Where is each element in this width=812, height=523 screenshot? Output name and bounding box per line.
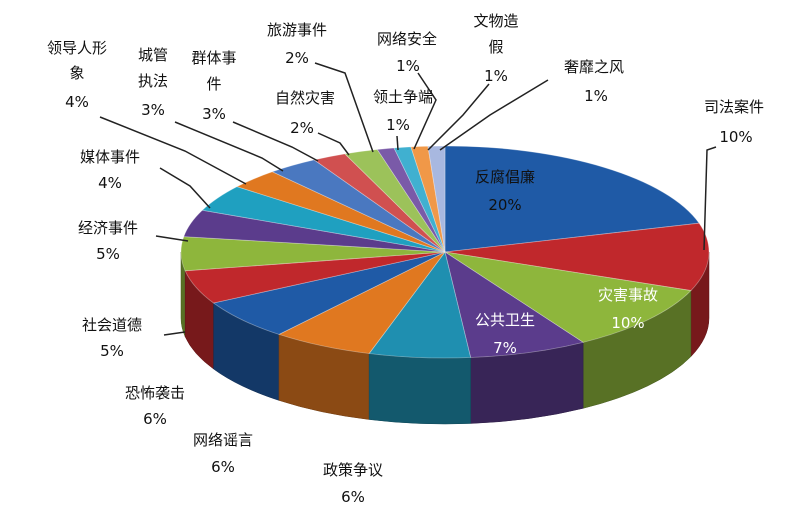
slice-18 bbox=[410, 145, 446, 253]
slice-value-label-14: 2% bbox=[290, 119, 314, 137]
slice-2 bbox=[444, 222, 710, 292]
slice-value-label-12: 3% bbox=[141, 101, 165, 119]
leader-line-13 bbox=[232, 121, 319, 162]
slice-label-11-line-1: 领导人形 bbox=[47, 39, 107, 57]
leader-lines bbox=[99, 62, 717, 336]
slice-label-13-line-1: 群体事 bbox=[191, 49, 236, 67]
slice-value-label-1: 20% bbox=[488, 196, 521, 214]
slice-label-12-line-1: 城管 bbox=[138, 46, 168, 64]
slice-side-5 bbox=[368, 353, 471, 425]
slice-7 bbox=[212, 251, 446, 335]
slice-value-label-13: 3% bbox=[202, 105, 226, 123]
leader-line-9 bbox=[155, 235, 189, 242]
slice-value-label-3: 10% bbox=[611, 314, 644, 332]
slice-value-label-2: 10% bbox=[719, 128, 752, 146]
leader-line-14 bbox=[317, 132, 350, 156]
slice-value-label-10: 4% bbox=[98, 174, 122, 192]
slice-labels: 反腐倡廉 20% 司法案件 10% 灾害事故 10% 公共卫生 7% 政策争议 6% 网络谣言 6% 恐… bbox=[47, 12, 764, 506]
slice-value-label-11: 4% bbox=[65, 93, 89, 111]
leader-line-15 bbox=[314, 62, 374, 153]
slice-value-label-6: 6% bbox=[211, 458, 235, 476]
slice-label-16: 领土争端 bbox=[373, 88, 433, 106]
slice-16 bbox=[376, 147, 446, 253]
slice-value-label-18: 1% bbox=[484, 67, 508, 85]
slice-6 bbox=[277, 251, 446, 354]
slice-label-13-line-2: 件 bbox=[206, 75, 221, 93]
leader-line-2 bbox=[703, 146, 717, 251]
slice-label-12-line-2: 执法 bbox=[138, 72, 168, 90]
slice-label-4: 公共卫生 bbox=[475, 311, 535, 329]
slice-value-label-17: 1% bbox=[396, 57, 420, 75]
pie-side-walls bbox=[180, 251, 710, 425]
slice-label-5: 政策争议 bbox=[323, 461, 383, 479]
slice-value-label-7: 6% bbox=[143, 410, 167, 428]
leader-line-11 bbox=[99, 116, 247, 185]
slice-value-label-4: 7% bbox=[493, 339, 517, 357]
leader-line-10 bbox=[159, 167, 211, 209]
slice-9 bbox=[180, 236, 446, 272]
slice-label-15: 旅游事件 bbox=[267, 21, 327, 39]
slice-3 bbox=[444, 251, 692, 343]
slice-label-18-line-2: 假 bbox=[488, 38, 503, 56]
slice-label-6: 网络谣言 bbox=[193, 431, 253, 449]
slice-8 bbox=[184, 251, 446, 304]
slice-value-label-8: 5% bbox=[100, 342, 124, 360]
slice-12 bbox=[236, 171, 446, 253]
slice-10 bbox=[183, 209, 446, 253]
slice-value-label-5: 6% bbox=[341, 488, 365, 506]
slice-label-14: 自然灾害 bbox=[275, 89, 335, 107]
slice-label-17: 网络安全 bbox=[377, 30, 437, 48]
slice-value-label-9: 5% bbox=[96, 245, 120, 263]
slice-14 bbox=[313, 153, 446, 253]
slice-11 bbox=[201, 186, 446, 253]
slice-label-1: 反腐倡廉 bbox=[475, 168, 535, 186]
slice-5 bbox=[368, 251, 472, 359]
slice-value-label-16: 1% bbox=[386, 116, 410, 134]
slice-label-8: 社会道德 bbox=[82, 316, 142, 334]
leader-line-18 bbox=[427, 83, 490, 151]
slice-label-3: 灾害事故 bbox=[598, 286, 658, 304]
slice-4 bbox=[444, 251, 585, 358]
slice-label-2: 司法案件 bbox=[704, 98, 764, 116]
leader-line-16 bbox=[396, 135, 399, 151]
leader-line-19 bbox=[439, 79, 549, 151]
slice-1 bbox=[444, 145, 700, 253]
slice-value-label-19: 1% bbox=[584, 87, 608, 105]
slice-label-10: 媒体事件 bbox=[80, 148, 140, 166]
pie-top-faces bbox=[180, 145, 710, 359]
slice-value-label-15: 2% bbox=[285, 49, 309, 67]
leader-line-8 bbox=[163, 331, 186, 336]
leader-line-12 bbox=[174, 121, 284, 172]
slice-label-7: 恐怖袭击 bbox=[125, 384, 185, 402]
slice-label-19: 奢靡之风 bbox=[564, 58, 624, 76]
slice-17 bbox=[393, 146, 446, 253]
slice-label-11-line-2: 象 bbox=[69, 64, 84, 82]
slice-13 bbox=[271, 159, 446, 253]
slice-label-18-line-1: 文物造 bbox=[473, 12, 518, 30]
slice-15 bbox=[344, 149, 446, 253]
leader-line-17 bbox=[413, 72, 437, 150]
slice-label-9: 经济事件 bbox=[78, 219, 138, 237]
